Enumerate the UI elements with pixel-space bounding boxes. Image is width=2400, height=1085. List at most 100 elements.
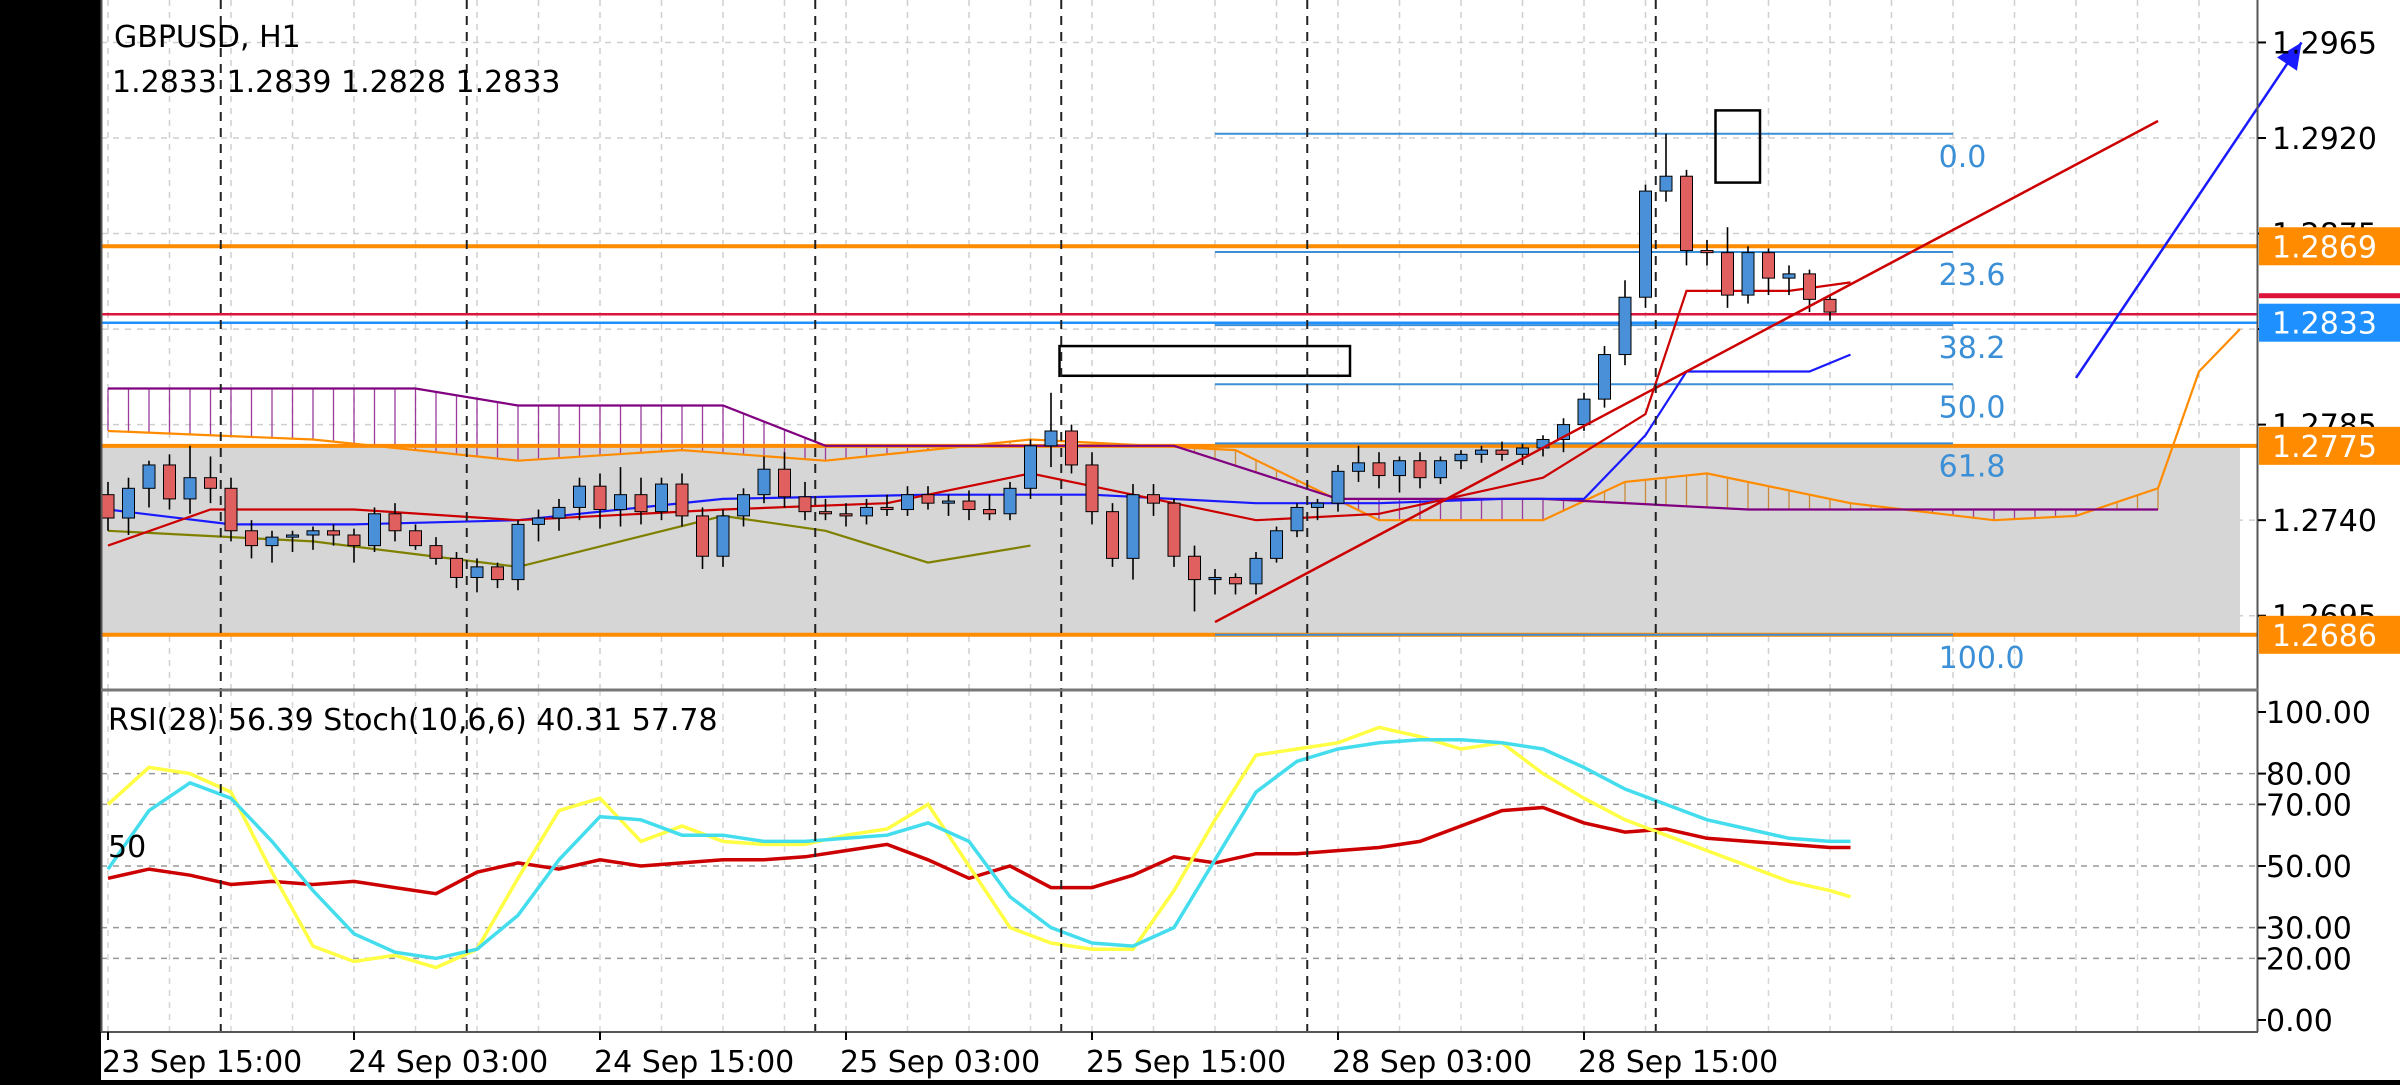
candle-bull <box>306 530 320 536</box>
candle-bear <box>1188 555 1201 581</box>
candle-bull <box>1249 557 1263 585</box>
candle-bear <box>1372 462 1386 477</box>
candle-bear <box>409 530 422 547</box>
candle-bear <box>819 511 832 515</box>
candle-bull <box>142 464 156 489</box>
series-line-rsi-28- <box>107 805 1851 896</box>
bid-line-marker <box>2259 293 2400 299</box>
candle-bear <box>101 494 115 519</box>
fib-level-label: 38.2 <box>1939 331 2006 366</box>
price-label-badge <box>2259 615 2400 654</box>
candle-bull <box>1475 449 1488 455</box>
candle-bull <box>1434 460 1447 479</box>
candle-bear <box>1803 273 1816 300</box>
price-label-text: 1.2775 <box>2272 430 2377 465</box>
axis-labels-layer: 1.29651.29201.28751.28301.27851.27401.26… <box>102 26 2377 1080</box>
candle-bear <box>224 487 238 532</box>
price-axis-tick-label: 1.2920 <box>2272 122 2377 157</box>
rectangle-annotation <box>1714 109 1762 184</box>
candle-bull <box>368 513 381 547</box>
rectangle-annotation <box>1058 344 1352 378</box>
candle-bull <box>1024 445 1037 489</box>
candle-bear <box>429 545 443 559</box>
candle-bull <box>1639 190 1652 298</box>
time-axis-tick-label: 25 Sep 03:00 <box>840 1045 1040 1080</box>
fib-level-label: 50.0 <box>1939 390 2006 425</box>
candle-bull <box>1270 530 1283 559</box>
candle-bear <box>778 468 791 498</box>
level-50-label: 50 <box>108 830 146 865</box>
candle-bear <box>696 515 709 557</box>
time-axis-tick-label: 24 Sep 15:00 <box>594 1045 794 1080</box>
candle-bull <box>1044 430 1058 447</box>
candle-bear <box>1106 511 1119 559</box>
candle-bear <box>1065 430 1078 466</box>
candle-bull <box>183 477 197 500</box>
candle-bear <box>1762 252 1775 279</box>
indicator-axis-tick-label: 100.00 <box>2266 696 2371 731</box>
candle-bear <box>204 477 217 489</box>
candle-bull <box>532 517 545 525</box>
candle-bear <box>962 500 976 511</box>
price-axis-tick-label: 1.2965 <box>2272 26 2377 61</box>
candle-bull <box>1208 576 1222 581</box>
price-label-text: 1.2686 <box>2272 619 2377 654</box>
candle-bull <box>737 494 750 517</box>
ichimoku-cloud-layer <box>107 388 2159 521</box>
time-axis-tick-label: 28 Sep 15:00 <box>1578 1045 1778 1080</box>
candle-bear <box>1229 576 1242 585</box>
candle-bull <box>1741 252 1755 296</box>
time-axis-background <box>101 1032 2400 1080</box>
candle-bear <box>880 506 894 511</box>
price-label-badge <box>2259 303 2400 342</box>
time-axis-tick-label: 23 Sep 15:00 <box>102 1045 302 1080</box>
fib-level-label: 100.0 <box>1939 641 2025 676</box>
candle-bull <box>757 468 771 496</box>
price-labels-layer: 1.2869 1.2833 1.2775 1.2686 <box>2259 227 2400 654</box>
candle-bull <box>573 485 586 508</box>
candle-bull <box>1331 470 1345 504</box>
candle-bear <box>1167 502 1181 557</box>
price-label-badge <box>2259 426 2400 465</box>
candle-bull <box>1782 273 1796 279</box>
candle-bull <box>614 494 627 511</box>
price-label-badge <box>2259 227 2400 266</box>
fib-level-label: 0.0 <box>1939 140 1987 175</box>
candle-bull <box>1454 453 1468 462</box>
indicator-pane-background <box>101 690 2258 1032</box>
time-axis-tick-label: 28 Sep 03:00 <box>1332 1045 1532 1080</box>
candle-bull <box>1618 296 1632 356</box>
candle-bull <box>552 506 566 519</box>
arrow-shaft <box>2074 41 2303 379</box>
candle-bear <box>839 513 853 517</box>
candle-bull <box>470 566 484 578</box>
candle-bear <box>983 509 996 515</box>
candle-bull <box>1393 460 1406 477</box>
candle-bear <box>1085 464 1099 513</box>
candle-bull <box>1003 487 1017 515</box>
candle-bear <box>675 483 689 517</box>
indicator-title: RSI(28) 56.39 Stoch(10,6,6) 40.31 57.78 <box>108 703 718 738</box>
candle-bear <box>634 494 648 513</box>
candle-bull <box>286 534 299 538</box>
fib-level-label: 61.8 <box>1939 449 2006 484</box>
candle-bear <box>327 530 340 536</box>
arrow-head <box>2277 42 2302 71</box>
fib-level-label: 23.6 <box>1939 258 2006 293</box>
indicator-axis-tick-label: 50.00 <box>2266 850 2352 885</box>
annotations-layer <box>1058 41 2303 624</box>
candle-bear <box>491 566 504 581</box>
candle-bull <box>860 506 873 517</box>
candle-bear <box>1721 252 1734 296</box>
candle-bull <box>1659 175 1673 192</box>
candle-bull <box>1290 506 1304 532</box>
chart-title: GBPUSD, H1 <box>114 20 301 55</box>
candles-layer <box>101 133 1837 612</box>
time-axis-tick-label: 24 Sep 03:00 <box>348 1045 548 1080</box>
candle-bear <box>921 494 935 504</box>
trendline <box>1214 119 2159 624</box>
candle-bear <box>1823 298 1837 313</box>
candle-bear <box>388 513 402 532</box>
